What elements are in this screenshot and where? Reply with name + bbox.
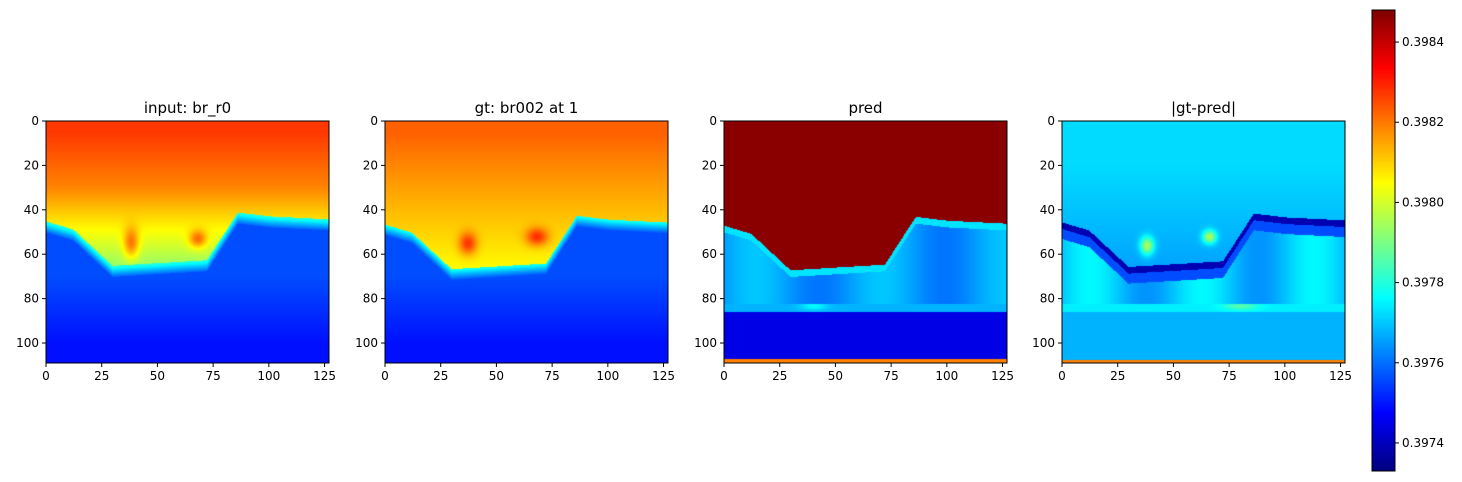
x-tick-label: 25 [772, 369, 787, 383]
panel-title-2: gt: br002 at 1 [475, 99, 579, 117]
panel-title-1: input: br_r0 [144, 99, 231, 118]
x-tick-label: 100 [596, 369, 619, 383]
y-tick-label: 40 [363, 203, 378, 217]
x-tick-label: 125 [1329, 369, 1352, 383]
axes-frame-1 [45, 120, 330, 364]
colorbar-tick-label: 0.3978 [1402, 276, 1444, 290]
y-tick-label: 0 [709, 114, 717, 128]
x-tick-label: 0 [720, 369, 728, 383]
axes-frame-3 [723, 120, 1008, 364]
y-tick-label: 100 [16, 336, 39, 350]
y-tick-label: 100 [1032, 336, 1055, 350]
y-tick-label: 60 [702, 247, 717, 261]
heatmap-image-3 [724, 121, 1007, 363]
x-tick-label: 0 [1058, 369, 1066, 383]
x-tick-label: 125 [652, 369, 675, 383]
x-tick-label: 50 [1166, 369, 1181, 383]
x-tick-label: 125 [313, 369, 336, 383]
y-tick-label: 40 [1040, 203, 1055, 217]
x-tick-label: 25 [433, 369, 448, 383]
y-tick-label: 40 [24, 203, 39, 217]
y-tick-label: 0 [31, 114, 39, 128]
y-tick-label: 0 [370, 114, 378, 128]
heatmap-image-1 [46, 121, 329, 363]
x-tick-label: 25 [94, 369, 109, 383]
y-tick-label: 60 [363, 247, 378, 261]
panel-title-3: pred [848, 99, 882, 117]
x-tick-label: 75 [205, 369, 220, 383]
heatmap-image-2 [385, 121, 668, 363]
heatmap-image-4 [1062, 121, 1345, 363]
y-tick-label: 40 [702, 203, 717, 217]
colorbar-tick-label: 0.3974 [1402, 436, 1444, 450]
colorbar-tick-label: 0.3976 [1402, 356, 1444, 370]
x-tick-label: 100 [257, 369, 280, 383]
heatmap-panel-4: |gt-pred| 0 25 50 75 100 125 0 20 40 60 80 100 [1032, 99, 1352, 383]
x-tick-label: 75 [883, 369, 898, 383]
heatmap-panel-2: gt: br002 at 1 0 25 50 75 100 125 0 20 40 60 80 100 [355, 99, 675, 383]
x-tick-label: 125 [991, 369, 1014, 383]
x-tick-label: 50 [150, 369, 165, 383]
y-tick-label: 100 [355, 336, 378, 350]
x-tick-label: 25 [1110, 369, 1125, 383]
y-tick-label: 80 [363, 292, 378, 306]
y-tick-label: 80 [24, 292, 39, 306]
y-tick-label: 80 [702, 292, 717, 306]
x-tick-label: 100 [1273, 369, 1296, 383]
y-tick-label: 60 [1040, 247, 1055, 261]
y-tick-label: 20 [1040, 158, 1055, 172]
y-tick-label: 100 [694, 336, 717, 350]
y-tick-label: 80 [1040, 292, 1055, 306]
y-tick-label: 20 [363, 158, 378, 172]
colorbar-tick-label: 0.3984 [1402, 35, 1444, 49]
colorbar: 0.3974 0.3976 0.3978 0.3980 0.3982 0.3984 [1371, 9, 1444, 472]
x-tick-label: 50 [828, 369, 843, 383]
colorbar-tick-label: 0.3980 [1402, 195, 1444, 209]
x-tick-label: 50 [489, 369, 504, 383]
panel-title-4: |gt-pred| [1171, 99, 1236, 117]
colorbar-gradient [1372, 10, 1395, 471]
axes-frame-2 [384, 120, 669, 364]
x-tick-label: 75 [1221, 369, 1236, 383]
y-tick-label: 0 [1047, 114, 1055, 128]
x-tick-label: 100 [935, 369, 958, 383]
x-tick-label: 0 [42, 369, 50, 383]
x-tick-label: 75 [544, 369, 559, 383]
axes-frame-4 [1061, 120, 1346, 364]
colorbar-frame [1371, 9, 1396, 472]
x-tick-label: 0 [381, 369, 389, 383]
y-tick-label: 20 [24, 158, 39, 172]
y-tick-label: 20 [702, 158, 717, 172]
heatmap-panel-1: input: br_r0 0 25 50 75 100 125 0 20 40 60 80 100 [16, 99, 336, 383]
y-tick-label: 60 [24, 247, 39, 261]
heatmap-panel-3: pred 0 25 50 75 100 125 0 20 40 60 80 100 [694, 99, 1014, 383]
colorbar-tick-label: 0.3982 [1402, 115, 1444, 129]
